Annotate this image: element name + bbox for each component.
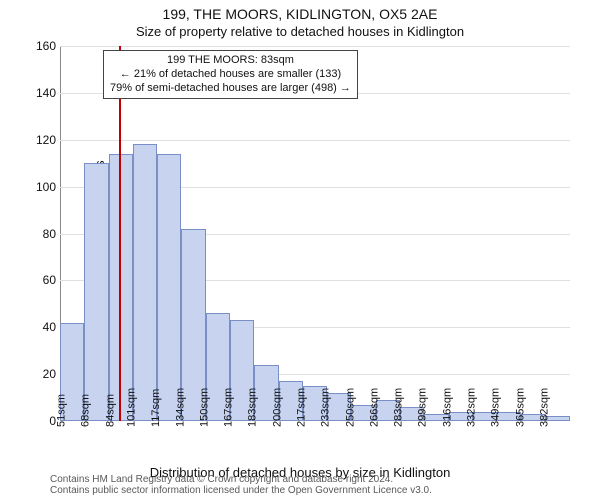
bar bbox=[157, 154, 181, 421]
chart-title-sub: Size of property relative to detached ho… bbox=[0, 24, 600, 39]
bar bbox=[133, 144, 157, 421]
y-tick-label: 60 bbox=[43, 273, 62, 287]
annotation-smaller: ← 21% of detached houses are smaller (13… bbox=[110, 68, 351, 82]
y-tick-label: 140 bbox=[36, 86, 62, 100]
y-tick-label: 160 bbox=[36, 39, 62, 53]
y-tick-label: 100 bbox=[36, 180, 62, 194]
plot-area: 02040608010012014016051sqm68sqm84sqm101s… bbox=[60, 46, 570, 421]
chart-title-main: 199, THE MOORS, KIDLINGTON, OX5 2AE bbox=[0, 6, 600, 22]
reference-line bbox=[119, 46, 121, 421]
chart-container: 199, THE MOORS, KIDLINGTON, OX5 2AE Size… bbox=[0, 0, 600, 500]
footer-attribution: Contains HM Land Registry data © Crown c… bbox=[50, 474, 432, 496]
annotation-larger: 79% of semi-detached houses are larger (… bbox=[110, 82, 351, 96]
bar bbox=[84, 163, 108, 421]
y-tick-label: 80 bbox=[43, 227, 62, 241]
footer-line-1: Contains HM Land Registry data © Crown c… bbox=[50, 474, 432, 485]
x-tick-label: 382sqm bbox=[558, 421, 597, 439]
annotation-property: 199 THE MOORS: 83sqm bbox=[110, 54, 351, 68]
footer-line-2: Contains public sector information licen… bbox=[50, 485, 432, 496]
grid-line bbox=[60, 140, 570, 141]
grid-line bbox=[60, 46, 570, 47]
y-tick-label: 120 bbox=[36, 133, 62, 147]
annotation-box: 199 THE MOORS: 83sqm← 21% of detached ho… bbox=[103, 50, 358, 99]
